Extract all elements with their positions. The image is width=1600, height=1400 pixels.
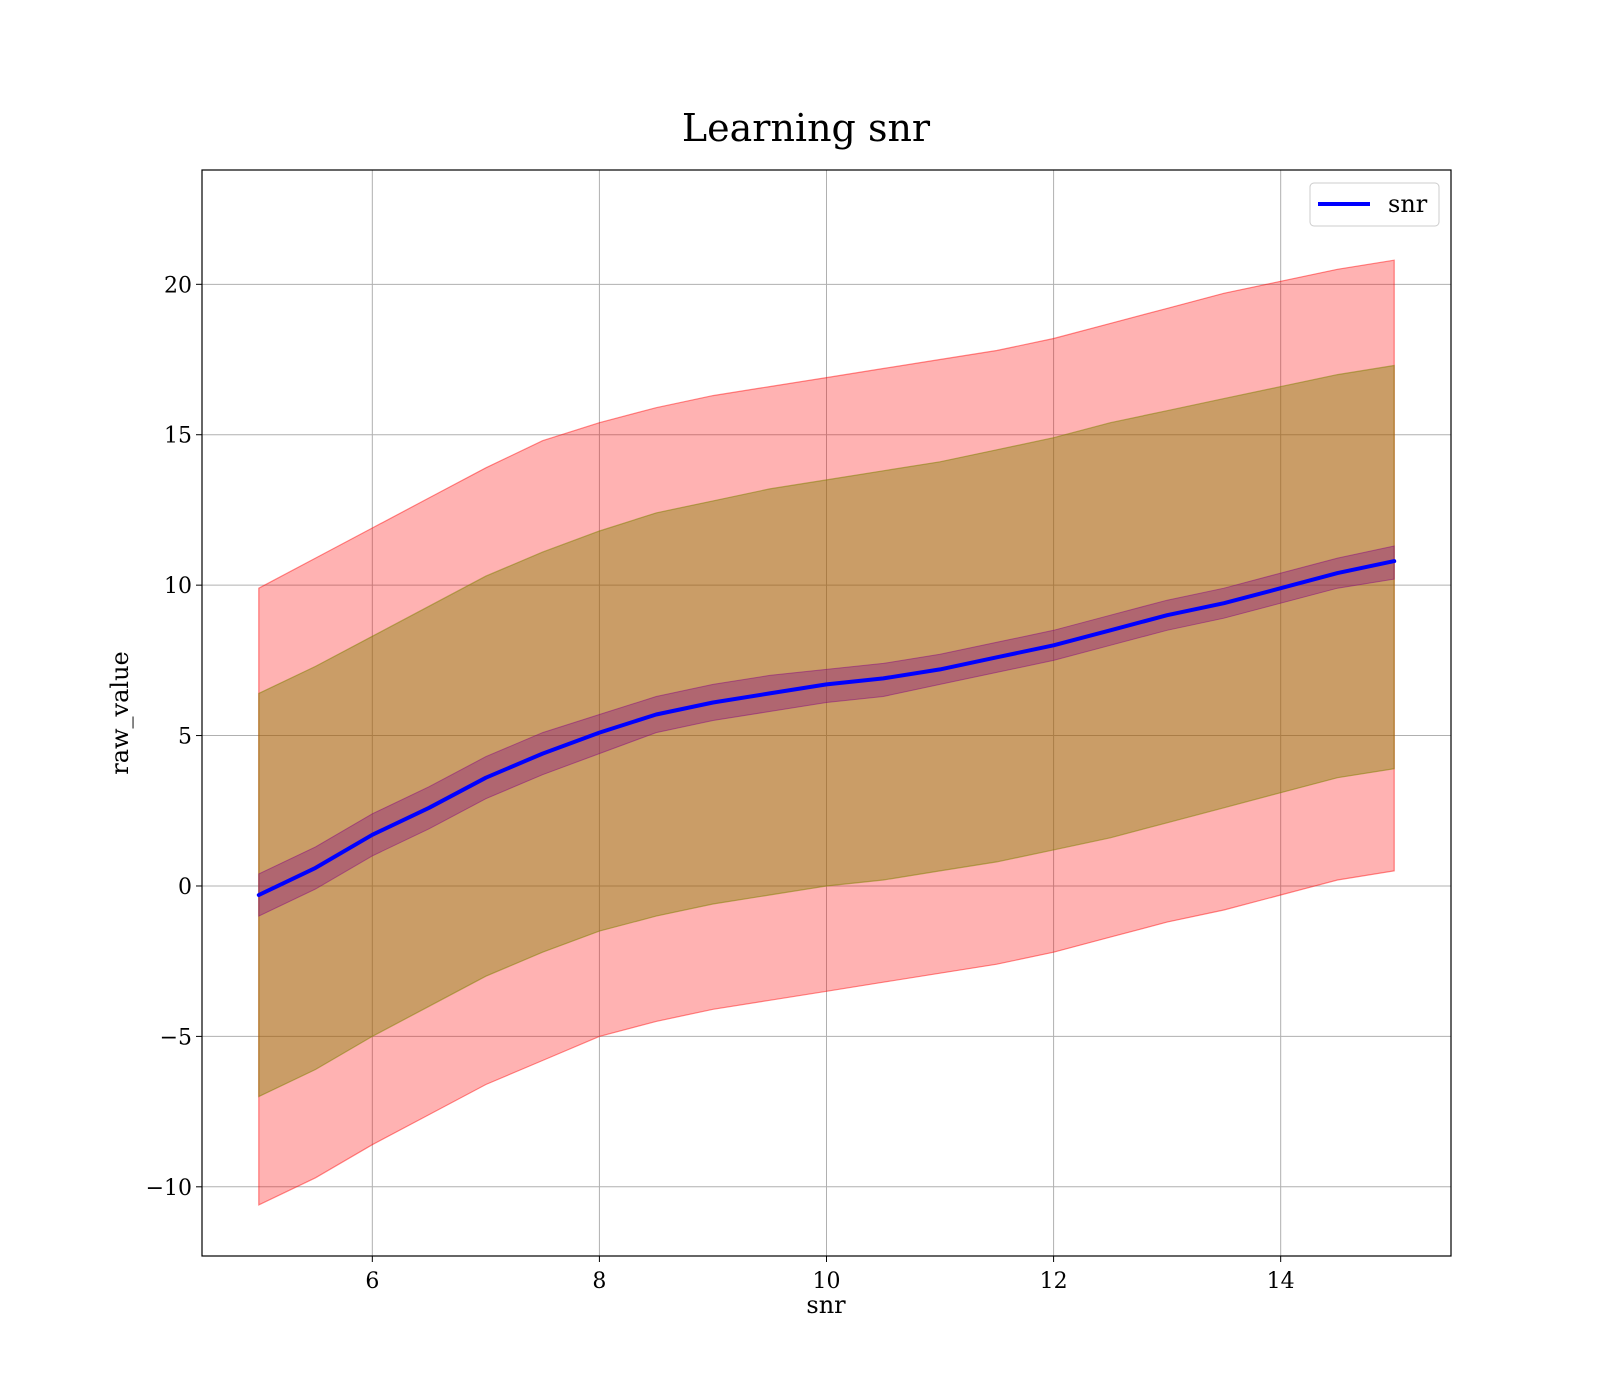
- y-axis-label: raw_value: [106, 651, 134, 775]
- confidence-bands: [258, 259, 1395, 1206]
- legend-box: [1309, 182, 1440, 227]
- x-tick-label: 10: [813, 1269, 841, 1294]
- y-axis-ticks: −10 −5 0 5 10 15 20: [146, 273, 202, 1201]
- x-tick-label: 12: [1040, 1269, 1068, 1294]
- x-axis-label: snr: [806, 1291, 846, 1319]
- y-tick-label: 0: [178, 875, 192, 900]
- band-inner: [258, 364, 1395, 1098]
- band-outer: [258, 259, 1395, 1206]
- y-tick-label: 5: [178, 725, 192, 750]
- legend: snr: [1309, 182, 1440, 227]
- y-tick-label: 10: [164, 574, 192, 599]
- grid: [202, 170, 1451, 1256]
- y-tick-label: −5: [160, 1025, 192, 1050]
- band-core: [258, 545, 1395, 917]
- series-line-snr: [256, 559, 1397, 897]
- x-tick-label: 6: [365, 1269, 379, 1294]
- y-tick-label: −10: [146, 1176, 192, 1201]
- x-axis-ticks: 6 8 10 12 14: [365, 1256, 1295, 1294]
- chart-title: Learning snr: [682, 106, 931, 150]
- series-lines: [256, 559, 1397, 897]
- y-tick-label: 20: [164, 273, 192, 298]
- legend-label-snr: snr: [1388, 190, 1428, 218]
- x-tick-label: 8: [592, 1269, 606, 1294]
- y-tick-label: 15: [164, 424, 192, 449]
- x-tick-label: 14: [1267, 1269, 1295, 1294]
